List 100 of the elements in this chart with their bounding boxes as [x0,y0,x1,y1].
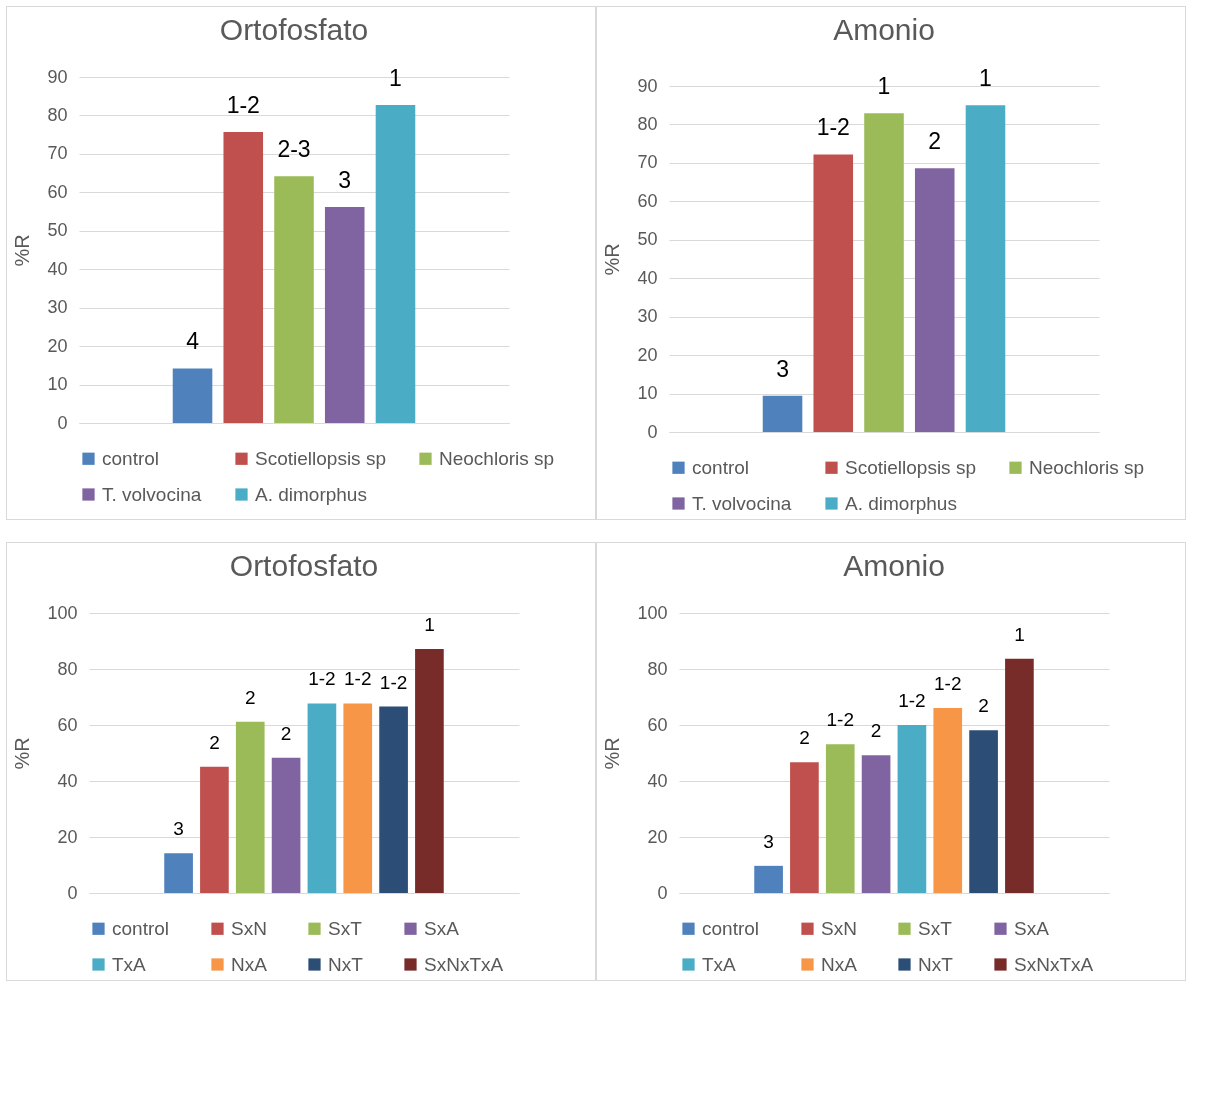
bar [790,762,819,893]
annotation: 4 [186,328,200,355]
chart-title: Ortofosfato [229,549,379,582]
bar [343,703,373,893]
annotation: 1 [389,65,402,92]
legend-label: control [112,917,170,939]
annotation: 3 [763,830,774,852]
bar [933,707,963,893]
bar [813,154,854,432]
annotation: 1-2 [344,668,372,690]
y-tick-label: 40 [57,770,78,791]
annotation: 2-3 [277,136,311,163]
bar [754,865,783,893]
bar [324,206,365,423]
bar [897,725,927,893]
legend-label: SxA [424,917,460,939]
y-tick-label: 50 [637,229,658,250]
legend-label: A. dimorphus [845,492,957,514]
y-tick-label: 40 [637,267,658,288]
bar [271,757,301,893]
bar [274,176,314,423]
legend-label: control [102,447,160,469]
y-tick-label: 20 [57,826,78,847]
annotation: 1-2 [308,668,336,690]
legend-label: T. volvocina [102,483,202,505]
legend-label: A. dimorphus [255,483,367,505]
bar [415,649,444,893]
legend-label: SxN [821,917,857,939]
legend-label: SxNxTxA [424,953,504,975]
annotation: 2 [928,128,942,155]
y-axis-title: %R [11,234,34,267]
annotation: 1-2 [816,114,850,141]
y-tick-label: 0 [657,882,668,903]
y-tick-label: 80 [57,658,78,679]
annotation: 3 [173,818,184,840]
legend-label: Scotiellopsis sp [255,447,386,469]
y-tick-label: 100 [637,602,668,623]
annotation: 1 [877,73,891,100]
y-axis-title: %R [601,243,624,276]
chart-title: Amonio [843,549,945,582]
legend-label: Neochloris sp [439,447,555,469]
annotation: 2 [978,695,989,717]
bar [914,168,955,432]
y-tick-label: 100 [47,602,78,623]
bar [164,853,193,893]
bar [223,131,264,423]
y-tick-label: 20 [647,826,668,847]
bar [762,395,803,432]
y-tick-label: 0 [647,421,658,442]
y-tick-label: 30 [637,306,658,327]
y-tick-label: 50 [47,220,68,241]
legend-label: control [702,917,760,939]
bar [379,706,408,893]
annotation: 1-2 [898,690,926,711]
y-tick-label: 60 [637,190,658,211]
annotation: 3 [776,355,789,382]
annotation: 1-2 [934,672,962,694]
legend-label: TxA [112,953,147,975]
y-tick-label: 70 [637,152,658,173]
y-tick-label: 80 [647,658,668,679]
chart-title: Ortofosfato [219,13,369,46]
annotation: 2 [280,722,292,744]
y-tick-label: 20 [637,344,658,365]
y-axis-title: %R [11,737,34,770]
y-tick-label: 60 [47,181,68,202]
y-tick-label: 80 [47,104,68,125]
annotation: 3 [338,166,352,193]
legend-label: NxT [328,953,364,975]
y-tick-label: 90 [47,66,68,87]
legend-label: SxT [918,917,953,939]
bar [1005,658,1034,893]
y-tick-label: 0 [57,412,68,433]
legend-label: NxT [918,953,954,975]
legend-label: TxA [702,953,737,975]
annotation: 2 [209,731,220,753]
legend-label: NxA [821,953,858,975]
annotation: 2 [244,686,256,708]
legend-label: Scotiellopsis sp [845,456,976,478]
y-tick-label: 20 [47,335,68,356]
legend-label: SxA [1014,917,1050,939]
y-axis-title: %R [601,737,624,770]
bar [965,105,1006,432]
bar [864,113,904,432]
bar [200,766,229,893]
annotation: 2 [870,720,882,742]
y-tick-label: 60 [57,714,78,735]
annotation: 1 [1014,623,1025,645]
y-tick-label: 40 [47,258,68,279]
annotation: 2 [799,727,810,749]
bar [172,368,213,423]
legend-label: SxNxTxA [1014,953,1094,975]
legend-label: SxN [231,917,267,939]
annotation: 1-2 [226,91,260,118]
bar [861,755,891,893]
annotation: 1 [424,614,435,636]
bar [307,703,337,893]
annotation: 1-2 [826,709,854,731]
chart-title: Amonio [833,13,935,47]
bar [375,105,416,423]
legend-label: control [692,456,750,478]
